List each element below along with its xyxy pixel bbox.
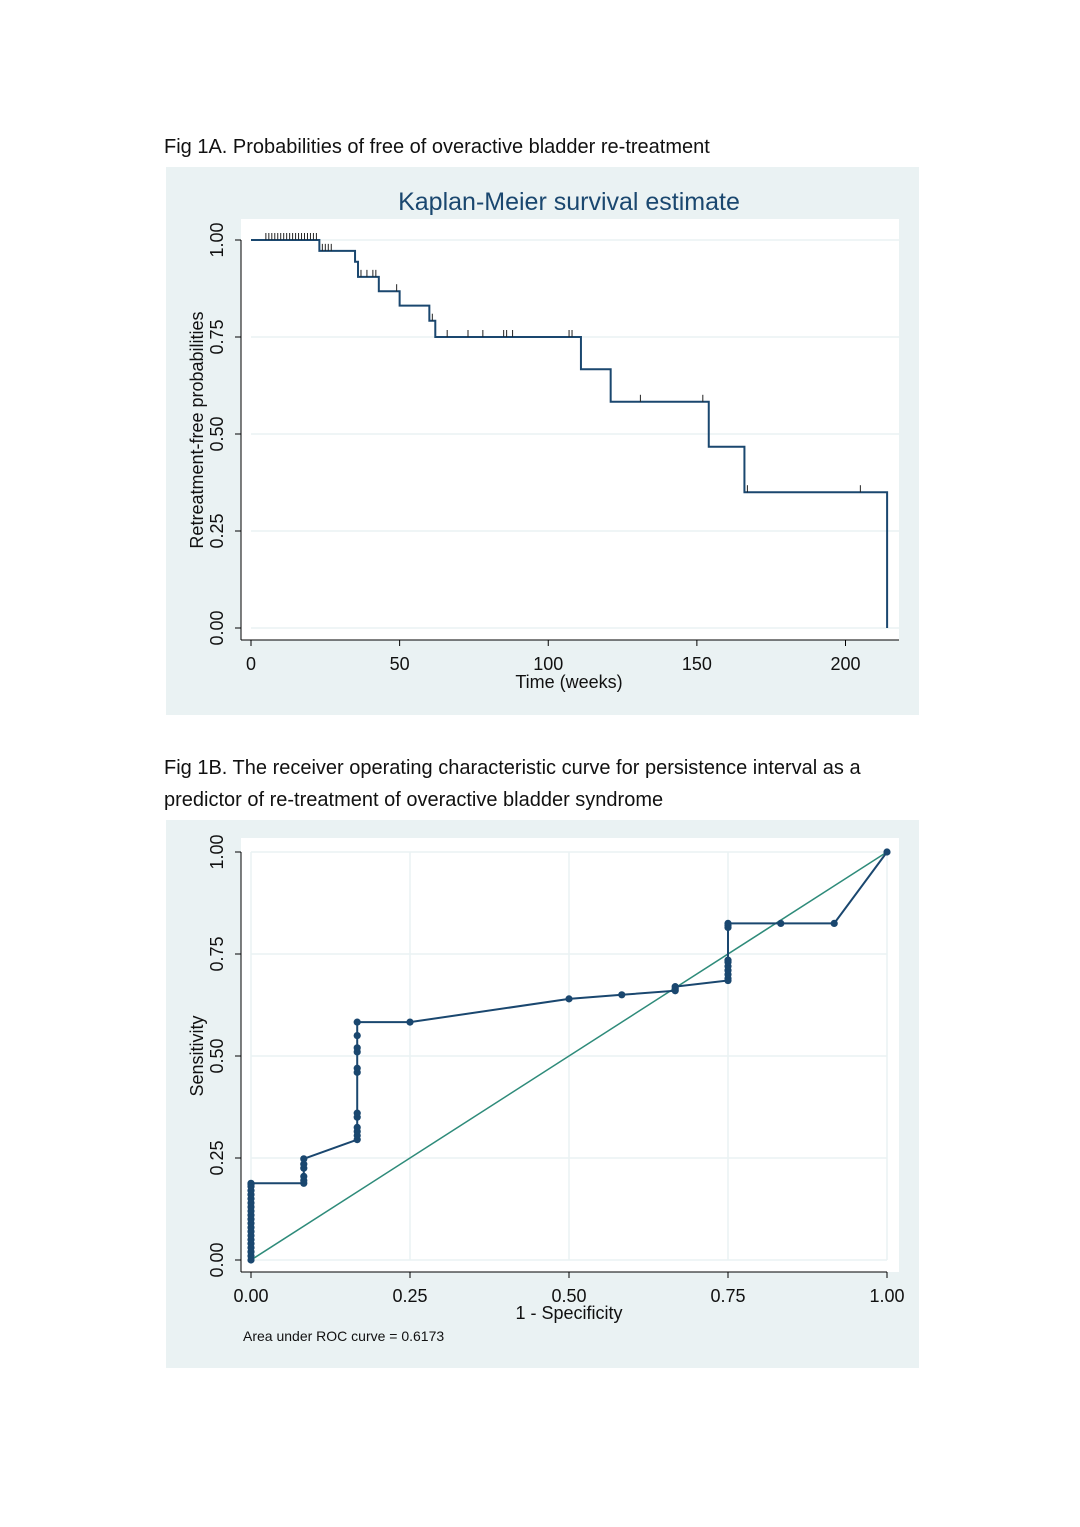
- roc-y-axis-title: Sensitivity: [187, 1015, 207, 1096]
- km-chart: 0.00 0.25 0.50 0.75 1.00 0 50 100 150 200 Kaplan-…: [166, 167, 919, 715]
- km-ticks: 0.00 0.25 0.50 0.75 1.00 0 50 100 150 200: [207, 222, 861, 674]
- roc-chart: 0.00 0.25 0.50 0.75 1.00 0.00 0.25 0.50 0.75 1.00…: [166, 820, 919, 1368]
- roc-point: [724, 919, 732, 928]
- roc-x-tick-label: 0.00: [233, 1286, 268, 1306]
- roc-point: [353, 1123, 361, 1131]
- km-x-tick-label: 200: [830, 654, 860, 674]
- roc-point: [406, 1018, 414, 1026]
- km-grid: [251, 239, 899, 629]
- roc-point: [353, 1032, 361, 1040]
- roc-x-tick-label: 0.25: [392, 1286, 427, 1306]
- roc-y-tick-label: 0.50: [207, 1038, 227, 1073]
- roc-point: [565, 995, 573, 1003]
- roc-point: [724, 956, 732, 964]
- fig1b-caption: Fig 1B. The receiver operating character…: [164, 752, 861, 816]
- roc-point: [353, 1064, 361, 1072]
- roc-point: [353, 1018, 361, 1026]
- km-x-axis-title: Time (weeks): [515, 672, 622, 692]
- roc-point: [247, 1179, 255, 1187]
- roc-point: [671, 983, 679, 991]
- km-y-tick-label: 0.75: [207, 319, 227, 354]
- roc-point: [353, 1109, 361, 1117]
- roc-axes: [240, 852, 887, 1273]
- km-y-axis-title: Retreatment-free probabilities: [187, 311, 207, 548]
- roc-y-tick-label: 0.75: [207, 936, 227, 971]
- roc-point: [300, 1172, 308, 1180]
- km-plot-area: [241, 219, 899, 640]
- roc-point: [883, 848, 891, 856]
- fig1b-caption-line1: Fig 1B. The receiver operating character…: [164, 757, 861, 779]
- km-survival-step-line: [251, 239, 889, 628]
- km-x-tick-label: 0: [246, 654, 256, 674]
- roc-point: [777, 919, 785, 928]
- fig1b-caption-line2: predictor of re-treatment of overactive …: [164, 789, 664, 811]
- km-y-tick-label: 0.00: [207, 610, 227, 645]
- km-y-tick-label: 1.00: [207, 222, 227, 257]
- roc-auc-note: Area under ROC curve = 0.6173: [243, 1328, 444, 1344]
- roc-y-tick-label: 0.25: [207, 1140, 227, 1175]
- roc-point: [300, 1155, 308, 1163]
- km-y-tick-label: 0.25: [207, 513, 227, 548]
- roc-ticks: 0.00 0.25 0.50 0.75 1.00 0.00 0.25 0.50 0.75 1.00: [207, 834, 905, 1306]
- roc-y-tick-label: 0.00: [207, 1242, 227, 1277]
- roc-series: [247, 848, 891, 1264]
- roc-point: [618, 991, 626, 999]
- km-axes: [240, 240, 899, 641]
- km-x-tick-label: 100: [533, 654, 563, 674]
- roc-point: [830, 919, 838, 928]
- km-y-tick-label: 0.50: [207, 416, 227, 451]
- km-censor-marks: [265, 233, 861, 493]
- km-x-tick-label: 150: [682, 654, 712, 674]
- roc-x-tick-label: 1.00: [869, 1286, 904, 1306]
- km-series: [251, 239, 889, 628]
- roc-point: [353, 1044, 361, 1052]
- fig1a-caption: Fig 1A. Probabilities of free of overact…: [164, 136, 710, 158]
- roc-x-tick-label: 0.75: [710, 1286, 745, 1306]
- roc-point: [300, 1160, 308, 1168]
- roc-y-tick-label: 1.00: [207, 834, 227, 869]
- roc-x-tick-label: 0.50: [551, 1286, 586, 1306]
- roc-x-axis-title: 1 - Specificity: [515, 1303, 622, 1323]
- km-chart-title: Kaplan-Meier survival estimate: [398, 188, 740, 216]
- km-x-tick-label: 50: [390, 654, 410, 674]
